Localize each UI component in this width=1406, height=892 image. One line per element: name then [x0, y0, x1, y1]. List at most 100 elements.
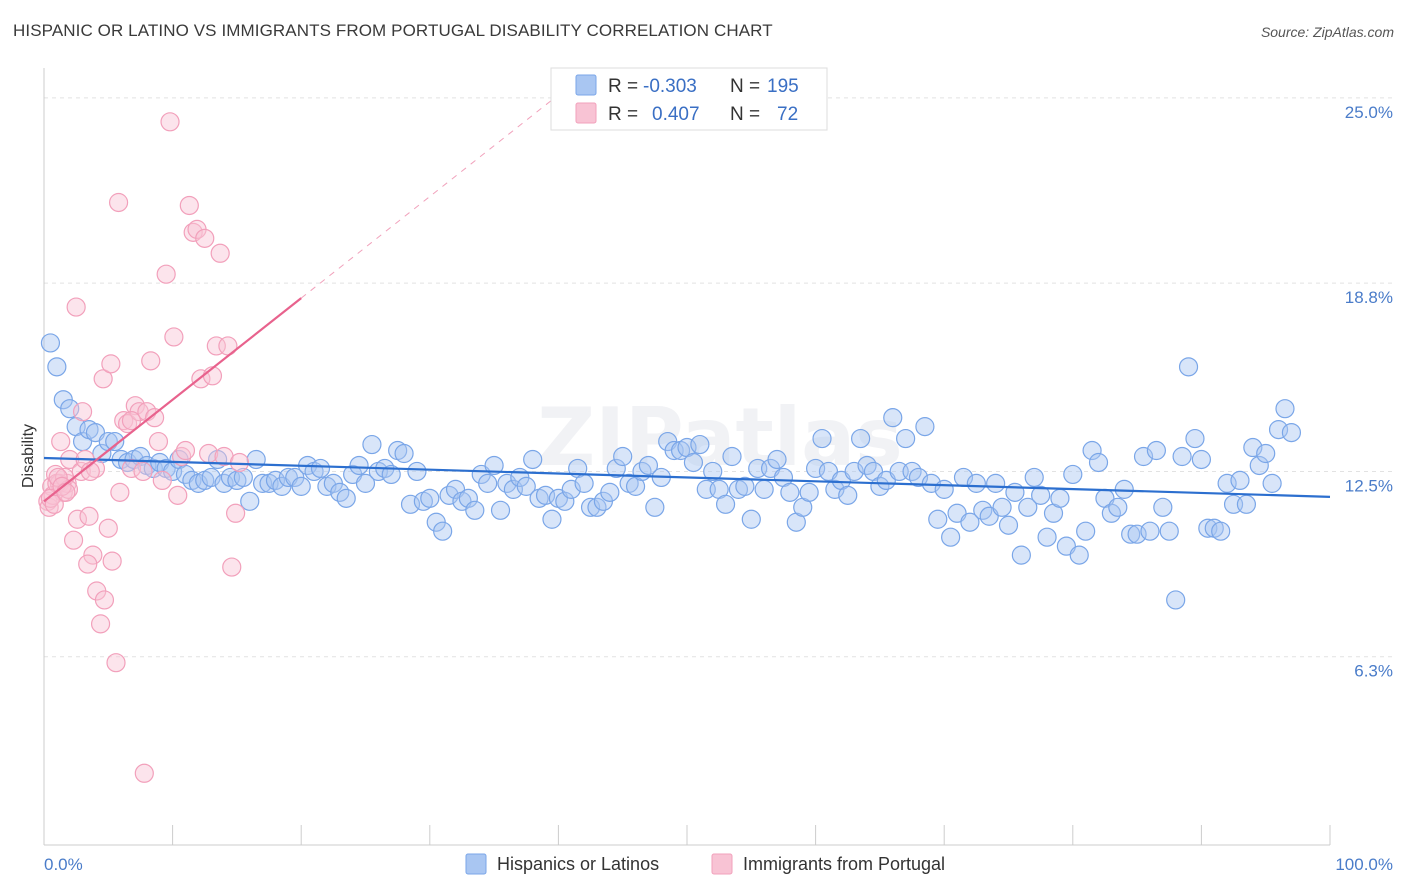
data-point — [767, 449, 787, 470]
data-point — [703, 461, 723, 482]
legend: Hispanics or Latinos Immigrants from Por… — [465, 853, 945, 875]
data-point — [928, 509, 948, 529]
data-point — [1088, 452, 1109, 473]
data-point — [222, 557, 242, 577]
data-point — [754, 479, 774, 499]
data-point — [1069, 545, 1089, 565]
legend-swatch-portugal[interactable] — [711, 853, 733, 875]
data-point — [1011, 545, 1031, 565]
data-point — [1063, 464, 1083, 485]
data-point — [355, 473, 376, 493]
chart-title: HISPANIC OR LATINO VS IMMIGRANTS FROM PO… — [13, 21, 773, 40]
data-point — [1018, 497, 1038, 517]
data-point — [1108, 497, 1128, 517]
x-tick-label: 0.0% — [44, 855, 83, 874]
data-point — [542, 509, 562, 529]
stats-r-value-portugal: 0.407 — [652, 104, 700, 125]
stats-r-label-hispanics: R = — [608, 76, 638, 97]
legend-swatch-hispanics[interactable] — [465, 853, 487, 875]
data-point — [645, 497, 665, 517]
data-point — [896, 428, 916, 449]
data-point — [799, 482, 819, 502]
stats-r-value-hispanics: -0.303 — [643, 76, 697, 97]
y-tick-label: 6.3% — [1354, 662, 1393, 681]
data-point — [291, 476, 311, 496]
data-point — [986, 473, 1006, 493]
legend-label-portugal[interactable]: Immigrants from Portugal — [743, 854, 945, 874]
data-point — [134, 763, 154, 783]
data-point — [780, 482, 800, 502]
data-point — [67, 509, 88, 529]
data-point — [152, 470, 172, 491]
data-point — [72, 402, 93, 422]
data-point — [407, 461, 427, 482]
grid-lines — [44, 97, 1392, 658]
data-point — [1185, 428, 1205, 449]
stats-swatch-hispanics — [575, 74, 597, 96]
legend-label-hispanics[interactable]: Hispanics or Latinos — [497, 854, 659, 874]
trend-line — [43, 456, 1331, 498]
data-point — [141, 351, 161, 371]
y-tick-labels: 6.3% 12.5% 18.8% 25.0% — [1345, 103, 1393, 681]
data-point — [362, 434, 382, 455]
data-point — [336, 488, 356, 508]
data-point — [683, 452, 704, 473]
trend-line — [43, 297, 302, 503]
data-point — [992, 497, 1012, 517]
data-point — [98, 518, 118, 538]
data-point — [1230, 470, 1250, 491]
data-point — [574, 473, 594, 493]
data-point — [420, 488, 440, 508]
stats-swatch-portugal — [575, 102, 597, 124]
data-point — [148, 431, 169, 452]
data-point — [1153, 497, 1173, 517]
data-point — [1211, 521, 1231, 541]
data-point — [741, 509, 761, 529]
data-point — [1146, 440, 1166, 461]
data-point — [998, 515, 1019, 535]
data-point — [105, 431, 125, 452]
data-point — [210, 243, 230, 263]
data-point — [93, 369, 113, 389]
data-point — [1031, 485, 1051, 505]
data-point — [233, 467, 253, 488]
stats-n-value-portugal: 72 — [777, 104, 798, 125]
data-point — [1082, 440, 1102, 461]
data-point — [144, 408, 165, 428]
data-point — [465, 500, 485, 520]
data-point — [110, 482, 130, 502]
data-point — [722, 446, 742, 467]
data-point — [156, 264, 176, 284]
x-tick-label: 100.0% — [1335, 855, 1393, 874]
data-point — [484, 455, 504, 476]
y-tick-label: 18.8% — [1345, 288, 1393, 307]
data-point — [226, 503, 246, 523]
data-point — [199, 443, 219, 464]
data-point — [229, 452, 250, 473]
data-point — [458, 488, 478, 508]
stats-box: R = -0.303 N = 195 R = 0.407 N = 72 — [550, 67, 828, 131]
data-point — [394, 443, 414, 464]
data-point — [349, 455, 369, 476]
data-point — [106, 653, 126, 673]
data-point — [1178, 357, 1199, 377]
data-point — [516, 476, 536, 496]
data-point — [206, 336, 226, 356]
data-point — [838, 485, 858, 505]
stats-n-value-hispanics: 195 — [767, 76, 799, 97]
data-point — [690, 434, 710, 455]
data-point — [40, 333, 61, 353]
data-point — [433, 521, 453, 541]
data-point — [63, 530, 84, 550]
data-point — [179, 195, 199, 216]
data-point — [108, 192, 129, 213]
data-point — [1037, 527, 1057, 547]
data-point — [812, 428, 832, 449]
data-point — [1024, 467, 1044, 488]
data-point — [606, 458, 626, 479]
trend-lines — [43, 94, 1331, 503]
data-point — [195, 228, 215, 248]
data-point — [478, 473, 498, 493]
stats-r-label-portugal: R = — [608, 104, 638, 125]
data-point — [1159, 521, 1179, 541]
